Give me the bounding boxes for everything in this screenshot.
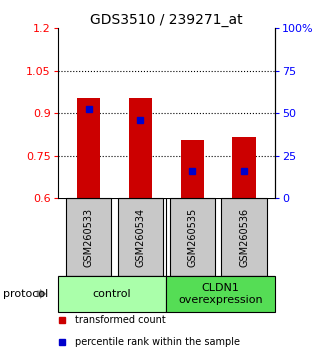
Bar (118, 198, 163, 276)
Bar (181, 140, 204, 198)
Text: percentile rank within the sample: percentile rank within the sample (75, 337, 240, 347)
Text: control: control (93, 289, 131, 299)
Text: GSM260535: GSM260535 (187, 207, 197, 267)
Text: GSM260534: GSM260534 (135, 207, 146, 267)
Bar (58, 276, 166, 312)
Bar (77, 98, 100, 198)
Text: GSM260533: GSM260533 (84, 207, 94, 267)
Text: protocol: protocol (3, 289, 48, 299)
Text: transformed count: transformed count (75, 315, 166, 325)
Bar (221, 198, 267, 276)
Text: CLDN1
overexpression: CLDN1 overexpression (179, 283, 263, 305)
Bar (232, 137, 256, 198)
Bar (66, 198, 111, 276)
Bar (166, 276, 275, 312)
Bar (129, 98, 152, 198)
Title: GDS3510 / 239271_at: GDS3510 / 239271_at (90, 13, 243, 27)
Text: GSM260536: GSM260536 (239, 207, 249, 267)
Bar (170, 198, 215, 276)
